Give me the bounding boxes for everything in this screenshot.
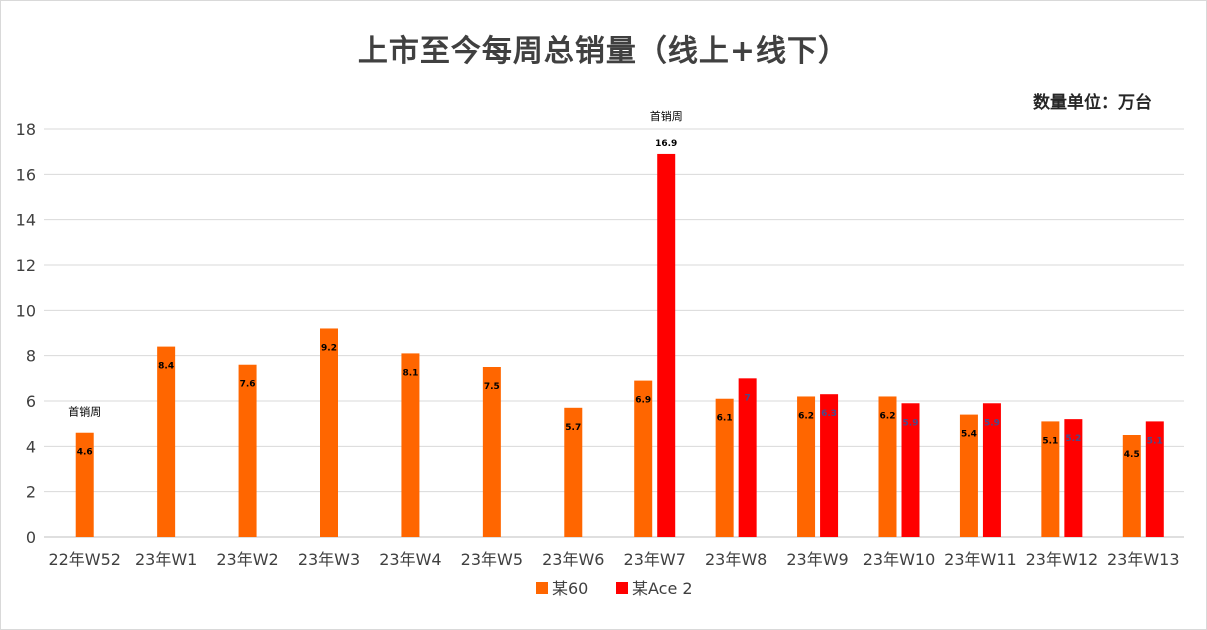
gridlines <box>44 128 1184 538</box>
data-label: 6.2 <box>880 411 896 421</box>
data-label: 6.9 <box>635 396 651 406</box>
data-label: 8.1 <box>402 368 418 378</box>
legend-swatch <box>616 582 628 594</box>
bar <box>1145 421 1164 537</box>
bar <box>982 403 1001 537</box>
data-label: 5.7 <box>565 423 581 433</box>
unit-note: 数量单位：万台 <box>1033 93 1152 113</box>
bar <box>401 353 420 537</box>
bar <box>657 153 676 537</box>
x-tick-label: 23年W2 <box>216 550 278 569</box>
x-tick-label: 23年W7 <box>624 550 686 569</box>
data-label: 5.9 <box>984 418 1000 428</box>
y-tick-label: 18 <box>16 120 36 139</box>
data-label: 6.1 <box>717 414 733 424</box>
bar <box>901 403 920 537</box>
y-tick-label: 2 <box>26 483 36 502</box>
x-tick-label: 23年W12 <box>1026 550 1099 569</box>
x-tick-label: 23年W5 <box>461 550 523 569</box>
bar <box>1064 419 1083 537</box>
bar <box>320 328 338 537</box>
annotation: 首销周 <box>650 109 683 123</box>
bar <box>75 432 94 537</box>
bar <box>878 396 897 537</box>
x-tick-label: 23年W1 <box>135 550 197 569</box>
data-label: 8.4 <box>158 362 174 372</box>
data-label: 5.1 <box>1042 436 1058 446</box>
data-label: 5.1 <box>1147 436 1163 446</box>
bar <box>634 380 653 537</box>
bar <box>157 346 176 537</box>
data-label: 9.2 <box>321 343 337 353</box>
annotation: 首销周 <box>68 405 101 419</box>
bar <box>820 394 839 537</box>
x-tick-label: 23年W10 <box>863 550 936 569</box>
bar <box>1041 421 1060 537</box>
data-label: 6.3 <box>821 409 837 419</box>
bars: 4.6 8.4 7.6 9.2 8.1 7.5 5.7 6.9 16.9 6.1 7 6.2 6.3 6.… <box>68 109 1164 537</box>
bar <box>715 398 734 537</box>
x-tick-label: 23年W6 <box>542 550 604 569</box>
bar <box>238 364 257 537</box>
x-tick-label: 23年W8 <box>705 550 767 569</box>
data-label: 7.5 <box>484 382 500 392</box>
y-axis: 0 2 4 6 8 10 12 14 16 18 <box>16 120 36 547</box>
data-label: 5.2 <box>1065 434 1081 444</box>
data-label: 6.2 <box>798 411 814 421</box>
y-tick-label: 14 <box>16 211 36 230</box>
x-axis: 22年W52 23年W1 23年W2 23年W3 23年W4 23年W5 23年W6 23年W… <box>48 550 1179 569</box>
data-label: 4.6 <box>77 448 93 458</box>
bar <box>738 378 757 537</box>
data-label: 5.4 <box>961 430 977 440</box>
y-tick-label: 16 <box>16 165 36 184</box>
x-tick-label: 23年W13 <box>1107 550 1180 569</box>
x-tick-label: 23年W4 <box>379 550 441 569</box>
bar <box>797 396 816 537</box>
y-tick-label: 6 <box>26 392 36 411</box>
bar <box>482 367 501 537</box>
x-tick-label: 23年W3 <box>298 550 360 569</box>
data-label: 7.6 <box>240 380 256 390</box>
data-label: 7 <box>745 393 751 403</box>
data-label: 16.9 <box>655 139 677 149</box>
legend: 某60 某Ace 2 <box>536 579 693 598</box>
bar <box>1122 435 1141 537</box>
bar <box>564 407 583 537</box>
x-tick-label: 23年W11 <box>944 550 1017 569</box>
legend-label: 某Ace 2 <box>632 579 693 598</box>
y-tick-label: 10 <box>16 301 36 320</box>
y-tick-label: 4 <box>26 437 36 456</box>
data-label: 5.9 <box>903 418 919 428</box>
chart-title: 上市至今每周总销量（线上+线下） <box>357 34 850 69</box>
y-tick-label: 0 <box>26 528 36 547</box>
legend-swatch <box>536 582 548 594</box>
data-label: 4.5 <box>1124 450 1140 460</box>
y-tick-label: 12 <box>16 256 36 275</box>
x-tick-label: 23年W9 <box>786 550 848 569</box>
legend-label: 某60 <box>552 579 588 598</box>
bar <box>959 414 978 537</box>
y-tick-label: 8 <box>26 347 36 366</box>
x-tick-label: 22年W52 <box>48 550 121 569</box>
